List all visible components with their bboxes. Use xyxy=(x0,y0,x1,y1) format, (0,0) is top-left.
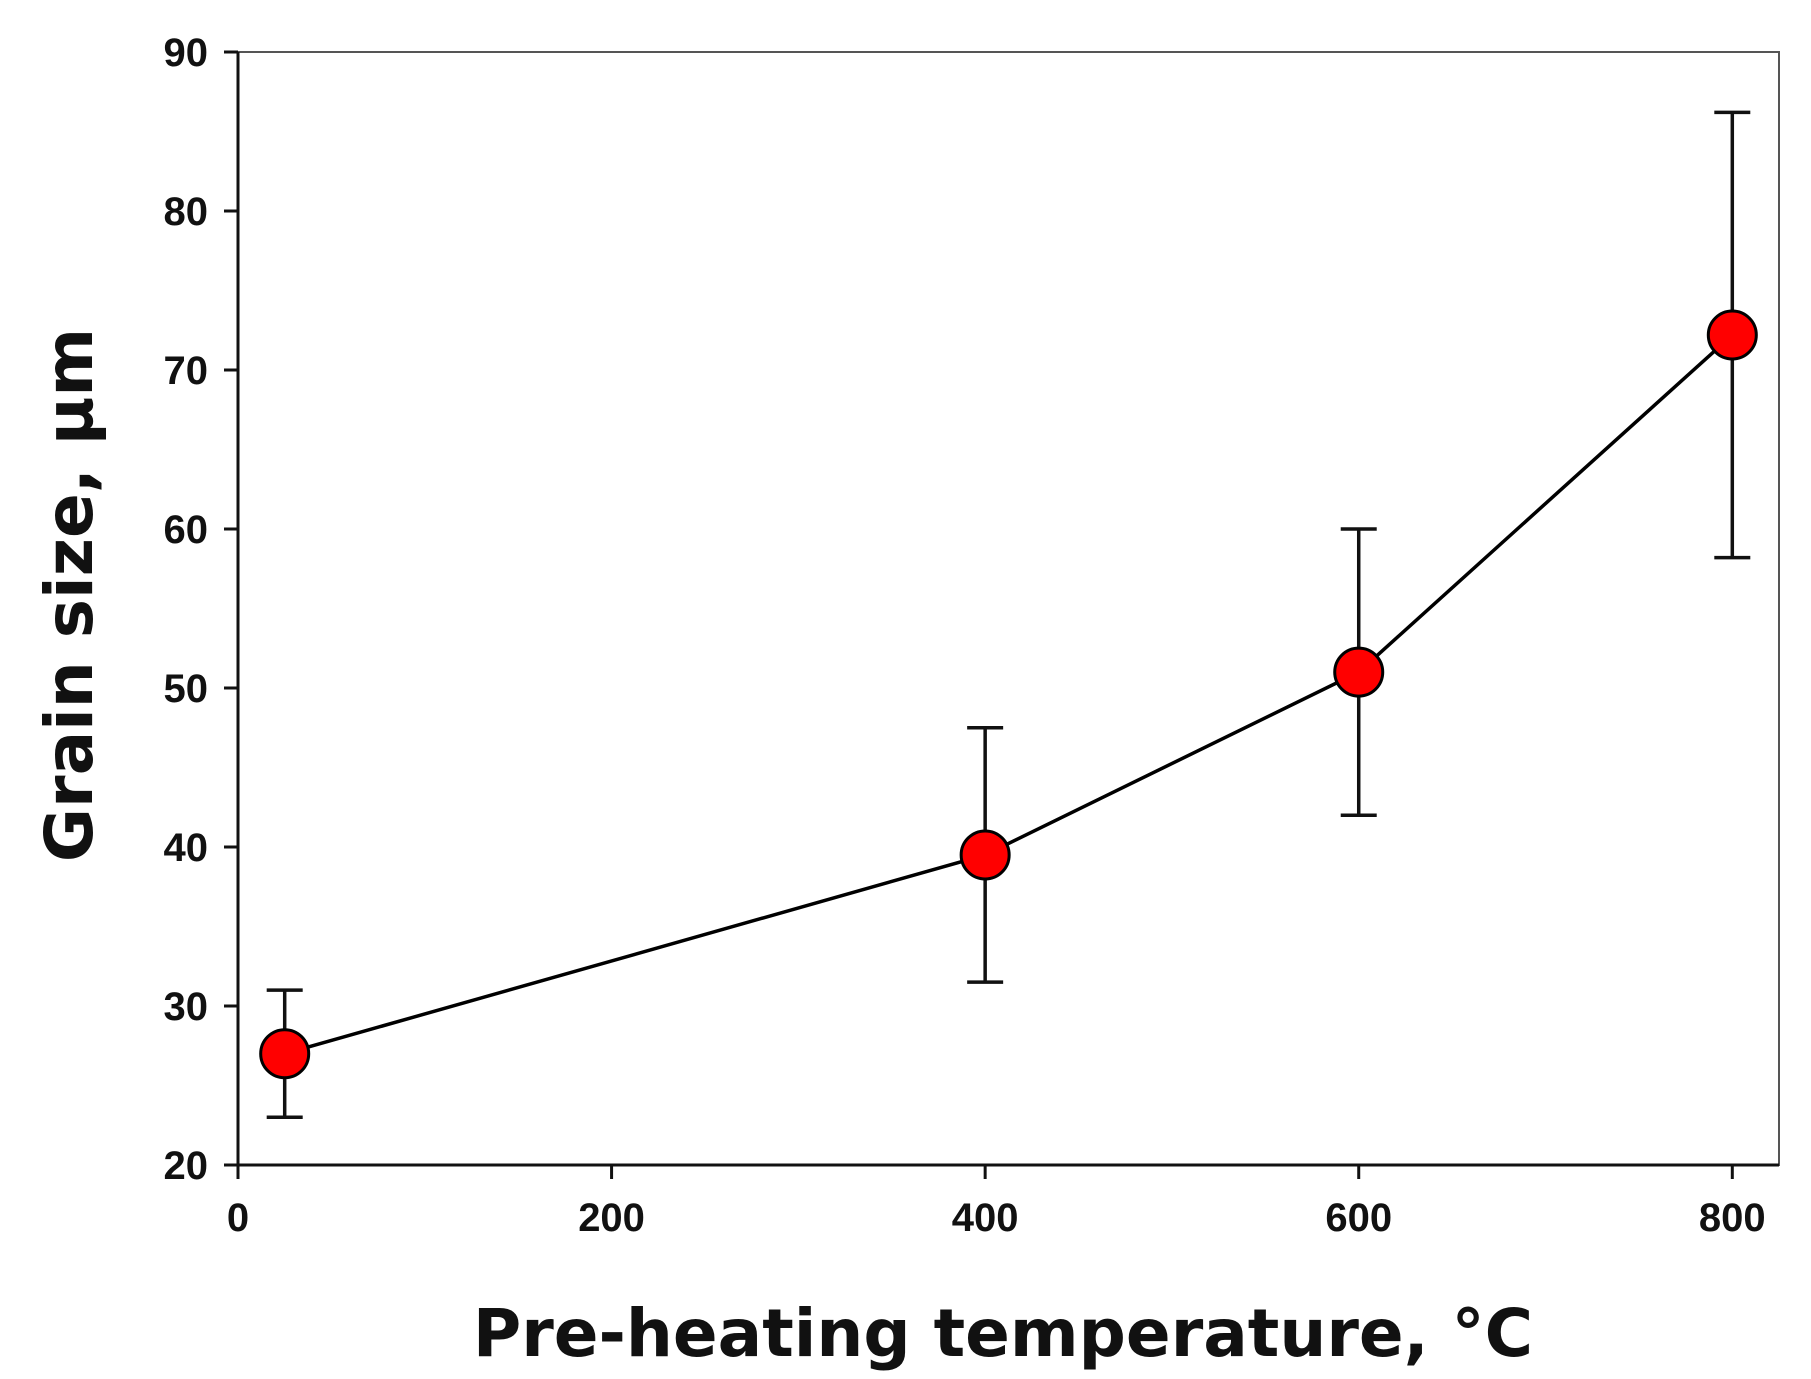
y-tick-label: 80 xyxy=(164,190,209,234)
x-tick-label: 800 xyxy=(1699,1196,1766,1240)
data-point xyxy=(259,1028,311,1080)
data-point xyxy=(1333,646,1385,698)
y-tick-label: 60 xyxy=(164,508,209,552)
y-tick-label: 40 xyxy=(164,826,209,870)
data-series xyxy=(259,110,1758,1120)
x-tick-label: 200 xyxy=(578,1196,645,1240)
y-tick-label: 70 xyxy=(164,349,209,393)
y-axis-title: Grain size, µm xyxy=(31,328,108,862)
data-point xyxy=(959,829,1011,881)
x-axis-title: Pre-heating temperature, °C xyxy=(473,1295,1533,1372)
y-tick-label: 30 xyxy=(164,985,209,1029)
x-tick-label: 0 xyxy=(227,1196,249,1240)
x-tick-label: 400 xyxy=(952,1196,1019,1240)
axes xyxy=(236,51,1780,1167)
x-tick-label: 600 xyxy=(1325,1196,1392,1240)
ticks: 0 200 400 600 800 20 30 40 50 60 70 80 90 xyxy=(164,31,1766,1240)
y-tick-label: 20 xyxy=(164,1144,209,1188)
y-tick-label: 50 xyxy=(164,667,209,711)
y-tick-label: 90 xyxy=(164,31,209,75)
plot-frame xyxy=(237,51,1780,1166)
data-point xyxy=(1706,309,1758,361)
series-line xyxy=(284,333,1734,1056)
